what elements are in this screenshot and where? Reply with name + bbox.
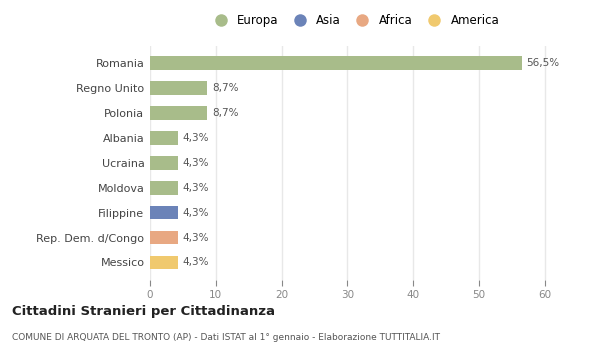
Bar <box>150 231 178 244</box>
Bar <box>150 131 178 145</box>
Bar <box>150 156 178 170</box>
Text: 4,3%: 4,3% <box>183 232 209 243</box>
Text: 4,3%: 4,3% <box>183 258 209 267</box>
Bar <box>150 206 178 219</box>
Text: 4,3%: 4,3% <box>183 208 209 218</box>
Text: 56,5%: 56,5% <box>526 58 560 68</box>
Text: 8,7%: 8,7% <box>212 83 238 93</box>
Text: 8,7%: 8,7% <box>212 108 238 118</box>
Text: 4,3%: 4,3% <box>183 133 209 143</box>
Bar <box>150 106 207 120</box>
Text: 4,3%: 4,3% <box>183 158 209 168</box>
Bar <box>150 81 207 95</box>
Text: Cittadini Stranieri per Cittadinanza: Cittadini Stranieri per Cittadinanza <box>12 305 275 318</box>
Bar <box>150 56 522 70</box>
Text: 4,3%: 4,3% <box>183 183 209 193</box>
Text: COMUNE DI ARQUATA DEL TRONTO (AP) - Dati ISTAT al 1° gennaio - Elaborazione TUTT: COMUNE DI ARQUATA DEL TRONTO (AP) - Dati… <box>12 332 440 342</box>
Bar <box>150 181 178 195</box>
Bar <box>150 256 178 270</box>
Legend: Europa, Asia, Africa, America: Europa, Asia, Africa, America <box>204 9 504 32</box>
